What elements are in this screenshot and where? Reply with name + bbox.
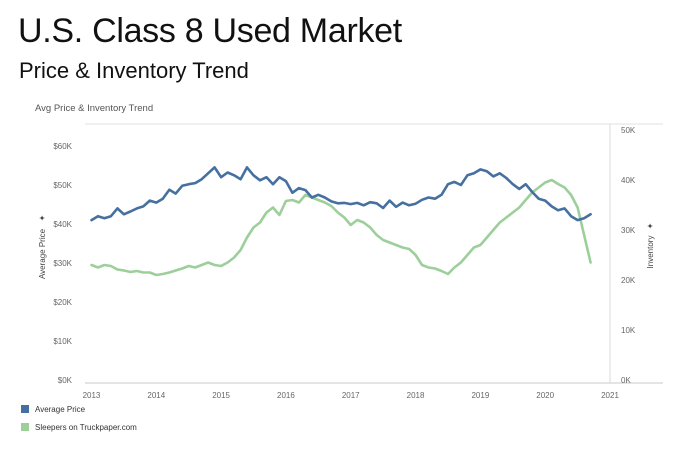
series-lines bbox=[90, 166, 592, 277]
page-title: U.S. Class 8 Used Market bbox=[18, 12, 402, 50]
series-line-average-price bbox=[90, 166, 592, 222]
series-line-sleepers bbox=[90, 178, 592, 277]
right-axis-ticks: 0K 10K 20K 30K 40K 50K bbox=[621, 126, 636, 385]
right-tick-label: 30K bbox=[621, 226, 636, 235]
legend-label-sleepers: Sleepers on Truckpaper.com bbox=[35, 423, 137, 432]
x-tick-label: 2021 bbox=[601, 391, 619, 400]
right-tick-label: 50K bbox=[621, 126, 636, 135]
x-tick-label: 2020 bbox=[536, 391, 554, 400]
left-tick-label: $0K bbox=[58, 376, 73, 385]
x-tick-label: 2019 bbox=[471, 391, 489, 400]
page-subtitle: Price & Inventory Trend bbox=[19, 58, 249, 83]
right-tick-label: 10K bbox=[621, 326, 636, 335]
legend-swatch-sleepers bbox=[21, 423, 29, 431]
x-tick-label: 2013 bbox=[83, 391, 101, 400]
left-tick-label: $60K bbox=[53, 142, 72, 151]
right-axis-pin-icon: ✦ bbox=[646, 222, 655, 229]
left-tick-label: $10K bbox=[53, 337, 72, 346]
left-axis-label: Average Price bbox=[38, 228, 47, 279]
left-tick-label: $40K bbox=[53, 220, 72, 229]
x-axis-ticks: 2013 2014 2015 2016 2017 2018 2019 2020 2021 bbox=[83, 391, 620, 400]
right-axis-label: Inventory bbox=[646, 236, 655, 269]
legend-swatch-average-price bbox=[21, 405, 29, 413]
left-tick-label: $50K bbox=[53, 181, 72, 190]
left-axis-ticks: $0K $10K $20K $30K $40K $50K $60K bbox=[53, 142, 72, 385]
right-tick-label: 40K bbox=[621, 176, 636, 185]
x-tick-label: 2014 bbox=[147, 391, 165, 400]
left-axis-pin-icon: ✦ bbox=[38, 214, 47, 221]
chart-title: Avg Price & Inventory Trend bbox=[35, 103, 153, 114]
x-tick-label: 2016 bbox=[277, 391, 295, 400]
left-tick-label: $30K bbox=[53, 259, 72, 268]
left-tick-label: $20K bbox=[53, 298, 72, 307]
x-tick-label: 2018 bbox=[407, 391, 425, 400]
right-tick-label: 20K bbox=[621, 276, 636, 285]
right-tick-label: 0K bbox=[621, 376, 631, 385]
legend-label-average-price: Average Price bbox=[35, 405, 86, 414]
legend: Average Price Sleepers on Truckpaper.com bbox=[21, 405, 137, 432]
x-tick-label: 2017 bbox=[342, 391, 360, 400]
x-tick-label: 2015 bbox=[212, 391, 230, 400]
